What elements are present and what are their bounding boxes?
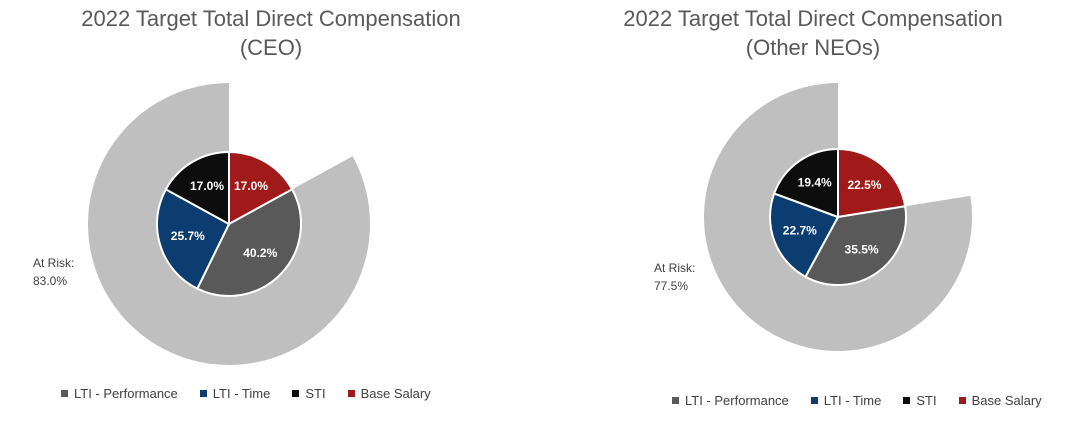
- chart-subtitle: (Other NEOs): [745, 35, 881, 60]
- legend-swatch: [199, 390, 207, 397]
- legend-swatch: [672, 397, 679, 404]
- slice-label-sti: 19.4%: [798, 176, 832, 190]
- at-risk-label: At Risk: 77.5%: [654, 259, 695, 295]
- legend-label: LTI - Time: [212, 386, 271, 401]
- slice-lti-time: [769, 192, 840, 279]
- chart-title-line: 2022 Target Total Direct Compensation: [81, 6, 461, 31]
- chart-subtitle: (CEO): [239, 35, 303, 60]
- legend-label: STI: [916, 393, 937, 408]
- other-neos-pie-chart: 22.5% 35.5% 22.7% 19.4%: [704, 83, 972, 351]
- legend-swatch: [958, 397, 966, 404]
- chart-legend: LTI - Performance LTI - Time STI Base Salar…: [672, 393, 1042, 408]
- legend-item-base-salary: Base Salary: [347, 386, 431, 401]
- at-risk-title: At Risk:: [33, 256, 75, 270]
- at-risk-label: At Risk: 83.0%: [33, 254, 74, 290]
- slice-sti: [164, 150, 230, 226]
- slice-label-lti-time: 25.7%: [171, 229, 205, 243]
- legend-item-lti-time: LTI - Time: [199, 386, 271, 401]
- at-risk-value: 83.0%: [33, 274, 68, 288]
- legend-label: LTI - Time: [823, 393, 882, 408]
- slice-base-salary: [228, 150, 294, 226]
- chart-legend: LTI - Performance LTI - Time STI Base Salar…: [61, 386, 431, 401]
- legend-label: LTI - Performance: [685, 393, 789, 408]
- legend-item-lti-performance: LTI - Performance: [672, 393, 789, 408]
- legend-label: LTI - Performance: [74, 386, 178, 401]
- legend-label: STI: [305, 386, 326, 401]
- legend-swatch: [292, 390, 300, 397]
- legend-item-base-salary: Base Salary: [958, 393, 1042, 408]
- legend-item-lti-time: LTI - Time: [810, 393, 882, 408]
- legend-label: Base Salary: [360, 386, 431, 401]
- slice-label-lti-performance: 35.5%: [845, 242, 879, 256]
- legend-item-sti: STI: [292, 386, 326, 401]
- slice-label-sti: 17.0%: [190, 179, 224, 193]
- ceo-chart-panel: 2022 Target Total Direct Compensation (C…: [0, 4, 542, 401]
- ceo-pie-chart: 17.0% 40.2% 25.7% 17.0%: [87, 83, 370, 366]
- slice-base-salary: [837, 147, 907, 219]
- slice-lti-performance: [195, 188, 302, 297]
- at-risk-title: At Risk:: [654, 261, 696, 275]
- slice-label-base-salary: 17.0%: [234, 179, 268, 193]
- chart-title-line: 2022 Target Total Direct Compensation: [623, 6, 1003, 31]
- legend-swatch: [61, 390, 68, 397]
- legend-item-sti: STI: [903, 393, 937, 408]
- legend-swatch: [810, 397, 818, 404]
- slice-label-lti-time: 22.7%: [783, 224, 817, 238]
- legend-swatch: [347, 390, 355, 397]
- legend-label: Base Salary: [971, 393, 1042, 408]
- slice-lti-performance: [804, 205, 907, 286]
- chart-title: 2022 Target Total Direct Compensation (O…: [542, 4, 1084, 62]
- at-risk-value: 77.5%: [654, 279, 689, 293]
- chart-title: 2022 Target Total Direct Compensation (C…: [0, 4, 542, 62]
- other-neos-chart-panel: 2022 Target Total Direct Compensation (O…: [542, 0, 1084, 427]
- slice-sti: [772, 147, 839, 219]
- slice-label-lti-performance: 40.2%: [243, 246, 277, 260]
- legend-item-lti-performance: LTI - Performance: [61, 386, 178, 401]
- legend-swatch: [903, 397, 911, 404]
- slice-label-base-salary: 22.5%: [847, 178, 881, 192]
